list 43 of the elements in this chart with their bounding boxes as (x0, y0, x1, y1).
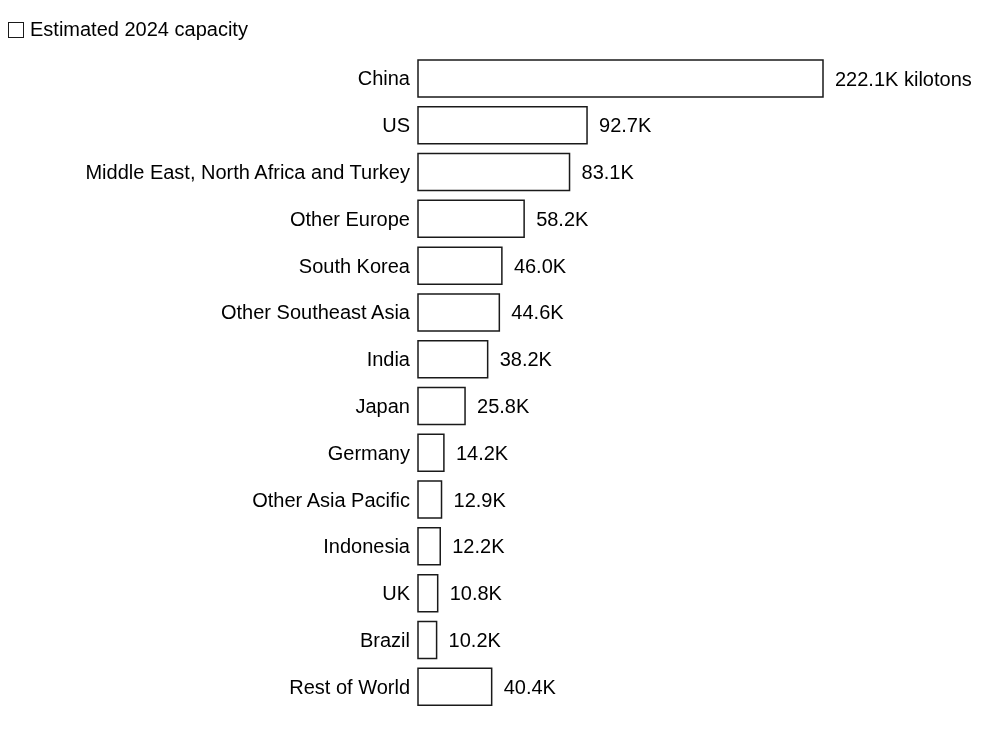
y-tick-label: India (366, 348, 411, 371)
data-label: 222.1K kilotons (835, 67, 972, 90)
data-label: 12.2K (452, 535, 506, 558)
legend-label: Estimated 2024 capacity (30, 18, 248, 41)
bar (417, 339, 489, 379)
bar (417, 106, 588, 145)
y-tick-label: Indonesia (323, 535, 411, 558)
data-label: 10.2K (448, 628, 502, 651)
data-label: 38.2K (499, 348, 553, 371)
data-label: 40.4K (503, 675, 557, 698)
data-label: 44.6K (511, 301, 565, 324)
bar (417, 59, 824, 98)
y-tick-label: Middle East, North Africa and Turkey (85, 161, 410, 184)
y-tick-label: China (357, 67, 411, 90)
y-tick-label: UK (382, 582, 411, 605)
y-tick-label: Brazil (359, 628, 410, 651)
bar (417, 433, 445, 473)
y-tick-label: US (382, 114, 410, 137)
data-label: 46.0K (513, 254, 567, 277)
bar (417, 620, 438, 660)
bar (417, 386, 466, 426)
bar (417, 293, 501, 332)
data-label: 83.1K (581, 161, 635, 184)
bar (417, 480, 443, 519)
y-tick-label: Germany (327, 441, 410, 464)
data-label: 10.8K (449, 582, 503, 605)
data-label: 92.7K (599, 114, 652, 137)
bar (417, 527, 441, 566)
data-label: 14.2K (455, 441, 509, 464)
data-label: 25.8K (477, 395, 530, 417)
y-tick-label: Japan (355, 394, 410, 417)
y-tick-label: Other Asia Pacific (252, 488, 410, 511)
data-label: 58.2K (536, 207, 590, 230)
bar (417, 667, 493, 706)
bar (417, 573, 439, 613)
bar (417, 152, 571, 192)
bar (417, 199, 525, 239)
y-tick-label: South Korea (298, 254, 411, 277)
data-label: 12.9K (453, 488, 507, 511)
bar (417, 246, 503, 285)
y-tick-label: Rest of World (289, 675, 410, 698)
y-tick-label: Other Europe (289, 207, 410, 230)
y-tick-label: Other Southeast Asia (220, 301, 411, 324)
